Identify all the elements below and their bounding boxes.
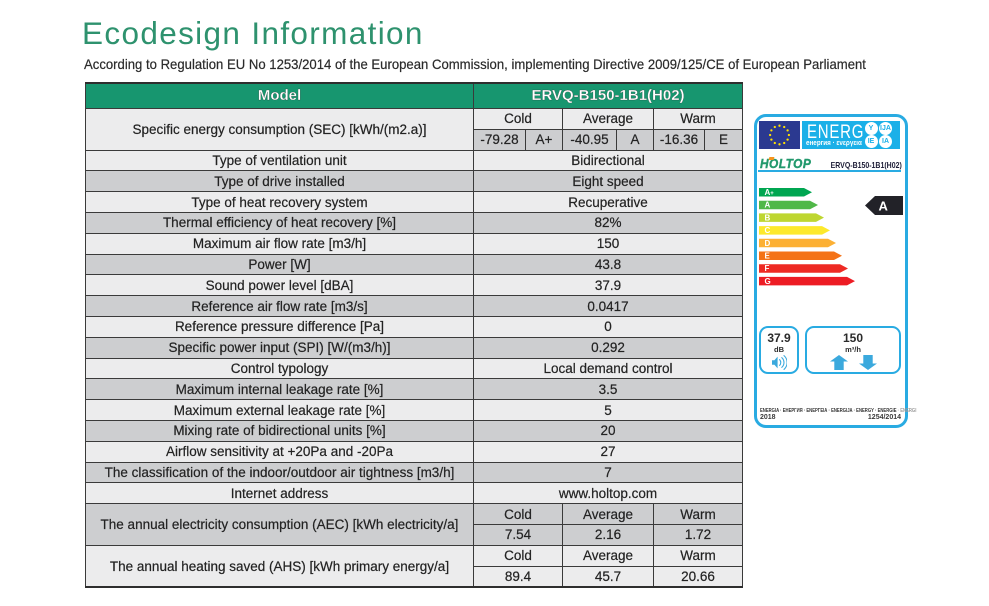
svg-text:B: B [765, 213, 771, 222]
svg-text:E: E [765, 251, 771, 260]
svg-text:A: A [765, 200, 771, 209]
svg-text:F: F [765, 264, 770, 273]
svg-text:A: A [878, 198, 888, 213]
svg-text:C: C [765, 226, 771, 235]
svg-text:A+: A+ [765, 188, 775, 197]
svg-text:D: D [765, 238, 771, 247]
svg-text:G: G [765, 276, 771, 285]
